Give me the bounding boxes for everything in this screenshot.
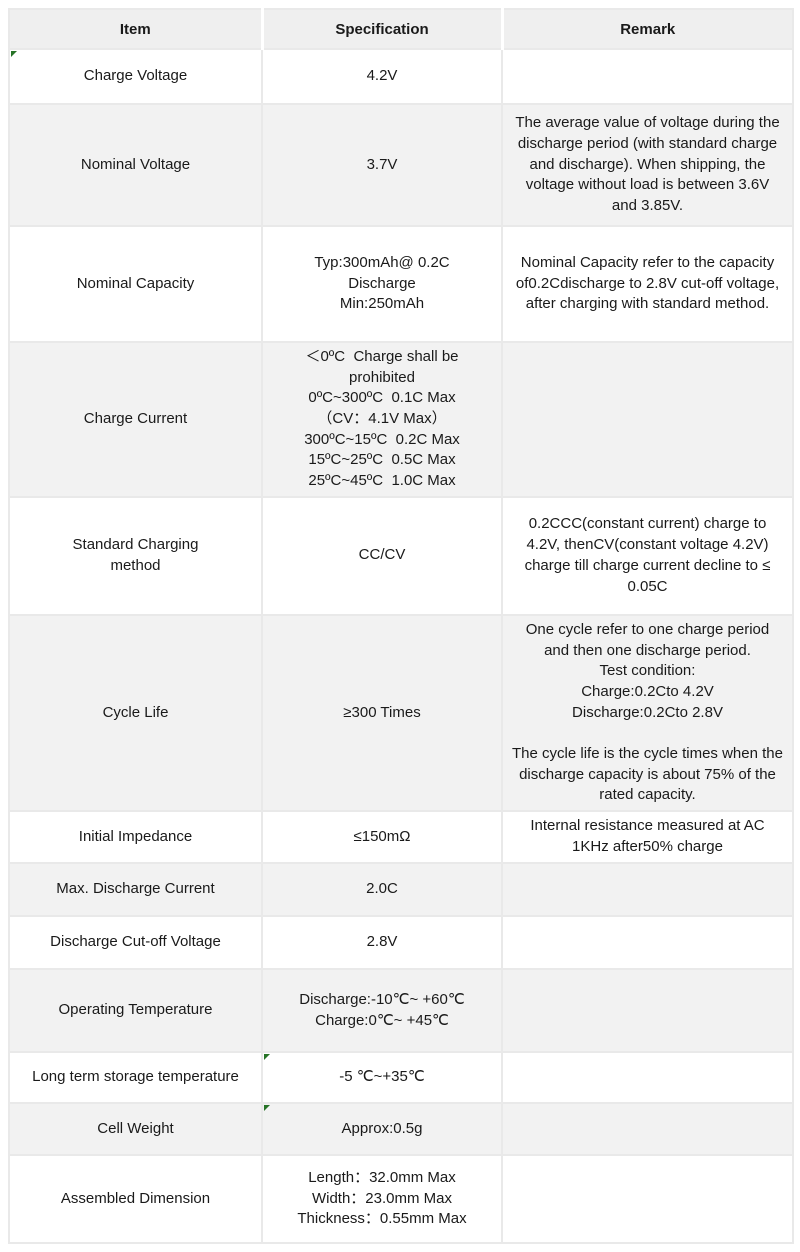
table-row-cell-weight: Cell Weight Approx:0.5g: [8, 1102, 794, 1156]
remark-cell: One cycle refer to one charge period and…: [501, 613, 794, 813]
spec-cell: ≥300 Times: [261, 613, 503, 813]
item-cell: Cell Weight: [8, 1102, 263, 1156]
table-row-long-term-storage-temperature: Long term storage temperature -5 ℃~+35℃: [8, 1051, 794, 1104]
item-cell: Nominal Capacity: [8, 225, 263, 343]
spec-cell: -5 ℃~+35℃: [261, 1051, 503, 1104]
item-cell: Charge Voltage: [8, 48, 263, 105]
table-row-cycle-life: Cycle Life ≥300 Times One cycle refer to…: [8, 613, 794, 813]
item-cell: Nominal Voltage: [8, 103, 263, 227]
item-cell: Long term storage temperature: [8, 1051, 263, 1104]
item-cell: Standard Charging method: [8, 495, 263, 616]
spec-cell: 2.0C: [261, 862, 503, 917]
remark-cell: [501, 1051, 794, 1104]
table-row-standard-charging-method: Standard Charging method CC/CV 0.2CCC(co…: [8, 495, 794, 616]
spec-cell: 4.2V: [261, 48, 503, 105]
remark-cell: Nominal Capacity refer to the capacity o…: [501, 225, 794, 343]
spec-value: Approx:0.5g: [341, 1119, 423, 1137]
spec-cell: 2.8V: [261, 915, 503, 970]
table-row-discharge-cutoff-voltage: Discharge Cut-off Voltage 2.8V: [8, 915, 794, 970]
comment-marker-icon: [264, 1054, 270, 1060]
table-row-max-discharge-current: Max. Discharge Current 2.0C: [8, 862, 794, 917]
header-row: Item Specification Remark: [9, 9, 793, 50]
table-row-assembled-dimension: Assembled Dimension Length：32.0mm Max Wi…: [8, 1154, 794, 1244]
spec-cell: Discharge:-10℃~ +60℃ Charge:0℃~ +45℃: [261, 968, 503, 1053]
item-cell: Cycle Life: [8, 613, 263, 813]
spec-value: -5 ℃~+35℃: [339, 1068, 425, 1086]
remark-cell: [501, 862, 794, 917]
col-header-remark: Remark: [500, 9, 793, 50]
remark-cell: The average value of voltage during the …: [501, 103, 794, 227]
item-cell: Operating Temperature: [8, 968, 263, 1053]
spec-cell: Approx:0.5g: [261, 1102, 503, 1156]
spec-cell: Length：32.0mm Max Width：23.0mm Max Thick…: [261, 1154, 503, 1244]
remark-cell: Internal resistance measured at AC 1KHz …: [501, 810, 794, 864]
table-row-charge-current: Charge Current ＜0ºC Charge shall be proh…: [8, 341, 794, 498]
item-cell: Max. Discharge Current: [8, 862, 263, 917]
remark-cell: 0.2CCC(constant current) charge to 4.2V,…: [501, 495, 794, 616]
comment-marker-icon: [264, 1105, 270, 1111]
comment-marker-icon: [11, 51, 17, 57]
remark-cell: [501, 968, 794, 1053]
item-cell: Charge Current: [8, 341, 263, 498]
spec-cell: CC/CV: [261, 495, 503, 616]
battery-spec-table: Item Specification Remark Charge Voltage…: [8, 8, 794, 1244]
table-row-operating-temperature: Operating Temperature Discharge:-10℃~ +6…: [8, 968, 794, 1053]
table-row-charge-voltage: Charge Voltage 4.2V: [8, 48, 794, 105]
item-cell: Discharge Cut-off Voltage: [8, 915, 263, 970]
col-header-specification: Specification: [260, 9, 504, 50]
item-label: Charge Voltage: [83, 67, 188, 85]
remark-cell: [501, 48, 794, 105]
spec-cell: ＜0ºC Charge shall be prohibited 0ºC~300º…: [261, 341, 503, 498]
table-row-initial-impedance: Initial Impedance ≤150mΩ Internal resist…: [8, 810, 794, 864]
spec-cell: ≤150mΩ: [261, 810, 503, 864]
remark-cell: [501, 1102, 794, 1156]
table-row-nominal-capacity: Nominal Capacity Typ:300mAh@ 0.2C Discha…: [8, 225, 794, 343]
item-cell: Assembled Dimension: [8, 1154, 263, 1244]
spec-cell: 3.7V: [261, 103, 503, 227]
remark-cell: [501, 341, 794, 498]
remark-cell: [501, 1154, 794, 1244]
remark-cell: [501, 915, 794, 970]
table-row-nominal-voltage: Nominal Voltage 3.7V The average value o…: [8, 103, 794, 227]
item-cell: Initial Impedance: [8, 810, 263, 864]
col-header-item: Item: [9, 9, 264, 50]
spec-cell: Typ:300mAh@ 0.2C Discharge Min:250mAh: [261, 225, 503, 343]
